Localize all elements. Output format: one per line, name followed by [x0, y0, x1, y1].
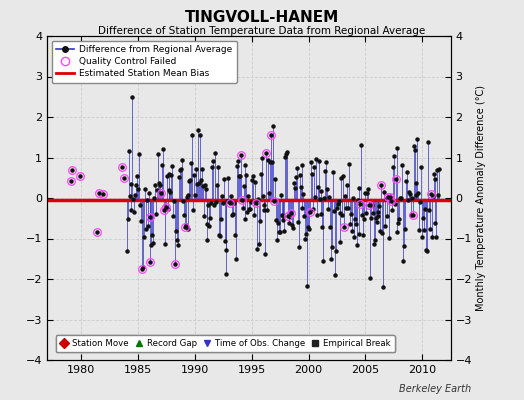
Text: Berkeley Earth: Berkeley Earth: [399, 384, 472, 394]
Text: TINGVOLL-HANEM: TINGVOLL-HANEM: [185, 10, 339, 25]
Y-axis label: Monthly Temperature Anomaly Difference (°C): Monthly Temperature Anomaly Difference (…: [476, 85, 486, 311]
Text: Difference of Station Temperature Data from Regional Average: Difference of Station Temperature Data f…: [99, 26, 425, 36]
Legend: Station Move, Record Gap, Time of Obs. Change, Empirical Break: Station Move, Record Gap, Time of Obs. C…: [56, 335, 395, 352]
